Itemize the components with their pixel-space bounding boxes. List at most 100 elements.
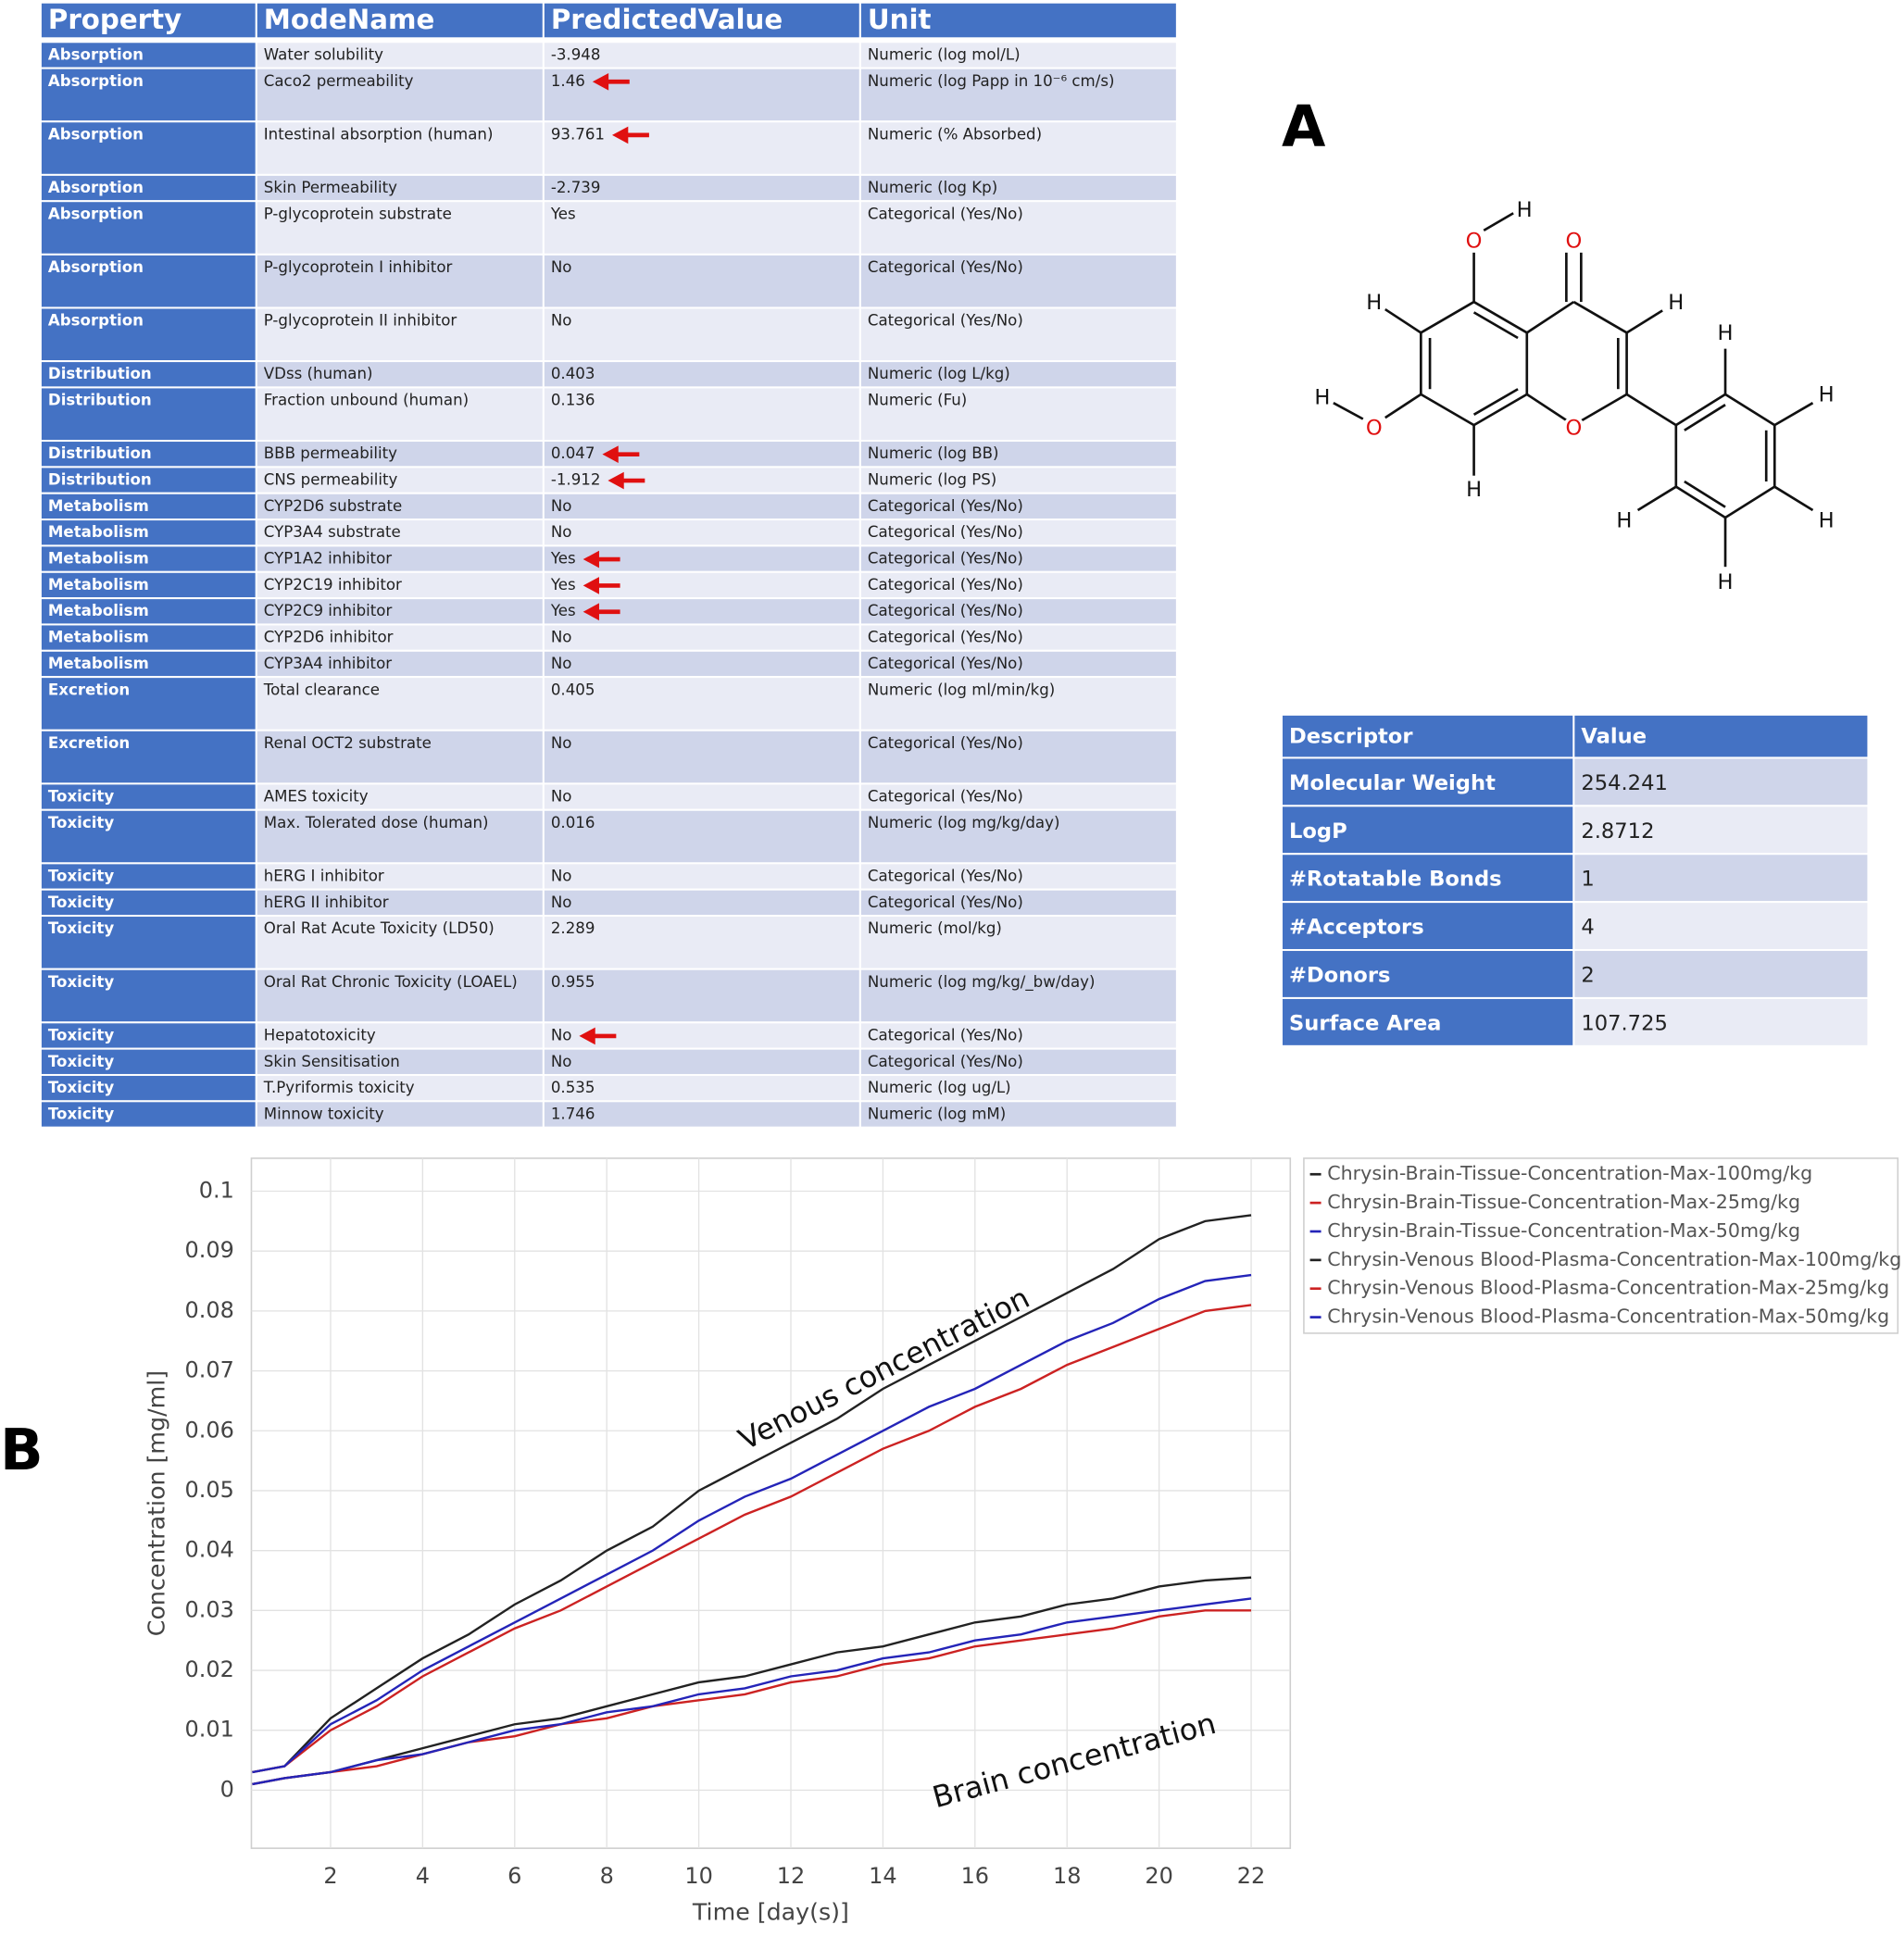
table-cell	[39, 440, 257, 469]
x-tick-label: 14	[869, 1863, 896, 1889]
bond	[1773, 402, 1814, 427]
table-cell	[858, 200, 1178, 256]
y-tick-label: 0.1	[199, 1178, 234, 1204]
y-tick-label: 0.03	[185, 1596, 234, 1622]
cell-text: Metabolism	[48, 550, 149, 568]
panel-label: B	[0, 1418, 44, 1483]
series-line	[252, 1273, 1252, 1774]
table-cell	[255, 253, 545, 309]
cell-text: 254.241	[1581, 771, 1668, 795]
cell-text: Distribution	[48, 365, 152, 382]
cell-text: Numeric (Fu)	[868, 392, 967, 409]
cell-text: Yes	[550, 602, 576, 619]
y-tick-label: 0.04	[185, 1537, 234, 1563]
cell-text: Numeric (% Absorbed)	[868, 125, 1042, 143]
cell-text: 0.047	[551, 444, 595, 462]
cell-text: Water solubility	[264, 45, 383, 63]
cell-text: Categorical (Yes/No)	[868, 1026, 1023, 1043]
bond	[1572, 393, 1628, 427]
atom-label: H	[1616, 508, 1632, 532]
series-line	[252, 1597, 1252, 1786]
cell-text: CYP2C19 inhibitor	[264, 576, 402, 594]
cell-text: P-glycoprotein substrate	[264, 205, 452, 222]
cell-text: Categorical (Yes/No)	[868, 576, 1023, 594]
table-cell	[858, 41, 1178, 69]
cell-text: Absorption	[48, 179, 144, 196]
bond	[1675, 393, 1726, 427]
atom-bg	[1815, 508, 1838, 531]
table-cell	[858, 915, 1178, 970]
table-cell	[1572, 949, 1870, 999]
cell-text: Numeric (log L/kg)	[868, 365, 1010, 382]
cell-text: Toxicity	[48, 814, 114, 831]
cell-text: Absorption	[48, 258, 144, 276]
table-cell	[255, 676, 545, 731]
atom-label: H	[1517, 198, 1533, 222]
table-cell	[1572, 805, 1870, 856]
cell-text: Numeric (log mol/L)	[868, 45, 1021, 63]
bond	[1472, 388, 1519, 416]
table-cell	[39, 200, 257, 256]
bond	[1625, 393, 1677, 427]
table-cell	[858, 808, 1178, 865]
cell-text: No	[551, 1053, 572, 1070]
table-cell	[255, 597, 545, 626]
cell-text: Categorical (Yes/No)	[868, 497, 1023, 515]
table-cell	[255, 519, 545, 547]
cell-text: Categorical (Yes/No)	[868, 312, 1023, 330]
cell-text: P-glycoprotein I inhibitor	[264, 258, 453, 276]
cell-text: 1.46	[551, 72, 585, 90]
cell-text: Total clearance	[263, 681, 380, 698]
atom-bg	[1462, 229, 1485, 252]
x-tick-label: 18	[1053, 1863, 1081, 1889]
table-cell	[39, 1021, 257, 1050]
cell-text: Categorical (Yes/No)	[868, 629, 1023, 646]
cell-text: 0.955	[551, 973, 595, 991]
cell-text: No	[551, 523, 572, 541]
cell-text: Minnow toxicity	[264, 1105, 384, 1122]
legend-label: Chrysin-Venous Blood-Plasma-Concentratio…	[1327, 1248, 1901, 1270]
y-tick-label: 0.02	[185, 1656, 234, 1682]
table-cell	[542, 67, 861, 123]
cell-text: Categorical (Yes/No)	[868, 734, 1023, 752]
bond	[1684, 404, 1726, 431]
table-cell	[39, 306, 257, 363]
cell-text: Oral Rat Acute Toxicity (LD50)	[264, 919, 495, 937]
bond	[1472, 311, 1519, 340]
panel-label: A	[1282, 94, 1326, 160]
legend-box	[1303, 1157, 1899, 1334]
table-cell	[858, 466, 1178, 494]
red-arrow-head	[602, 445, 619, 463]
x-tick-label: 6	[507, 1863, 521, 1889]
table-cell	[39, 649, 257, 679]
y-tick-label: 0	[220, 1776, 234, 1802]
table-cell	[1280, 949, 1575, 999]
cell-text: No	[551, 867, 572, 884]
atom-bg	[1714, 570, 1737, 594]
series-line	[252, 1576, 1252, 1786]
cell-text: Surface Area	[1289, 1011, 1441, 1035]
cell-text: Molecular Weight	[1289, 771, 1496, 795]
table-cell	[1280, 756, 1575, 807]
table-cell	[542, 676, 861, 731]
bond	[1572, 300, 1628, 334]
cell-text: Skin Sensitisation	[264, 1053, 400, 1070]
table-cell	[858, 253, 1178, 309]
y-tick-label: 0.07	[185, 1357, 234, 1383]
cell-text: Distribution	[48, 471, 152, 489]
table-cell	[858, 67, 1178, 123]
table-cell	[255, 968, 545, 1024]
red-arrow-head	[608, 471, 624, 490]
cell-text: -2.739	[551, 179, 601, 196]
table-cell	[255, 1073, 545, 1103]
table-cell	[542, 120, 861, 176]
bond	[1483, 212, 1514, 232]
cell-text: Toxicity	[48, 1026, 114, 1043]
atom-label: O	[1565, 417, 1582, 441]
y-tick-label: 0.05	[185, 1477, 234, 1503]
bond	[1724, 393, 1775, 427]
red-arrow-head	[611, 126, 629, 144]
atom-label: H	[1314, 385, 1330, 409]
table-cell	[858, 968, 1178, 1024]
